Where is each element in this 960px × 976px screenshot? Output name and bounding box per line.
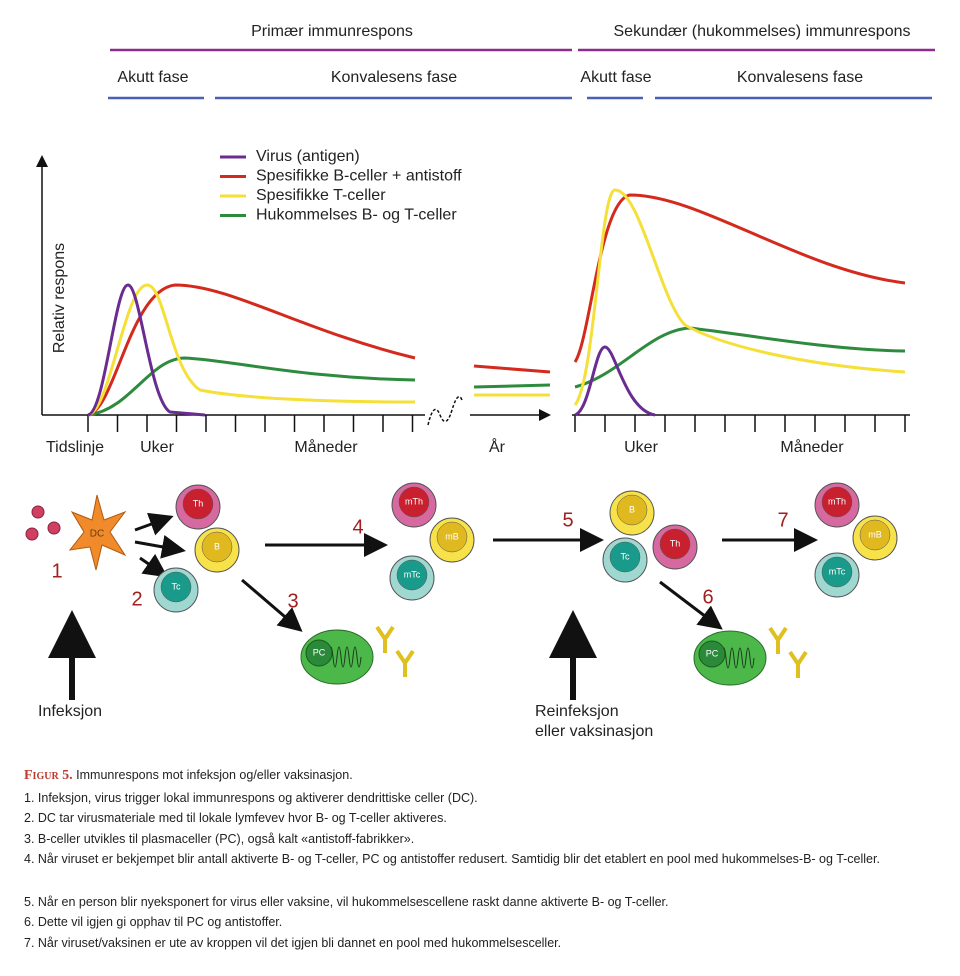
caption-item: 6. Dette vil igjen gi opphav til PC og a… <box>24 915 283 929</box>
cell-label: B <box>629 504 635 514</box>
nucleus <box>436 521 468 553</box>
cell-label: PC <box>706 648 719 658</box>
arrows <box>48 512 818 700</box>
timeline-segment: År <box>489 437 506 456</box>
phase: Akutt fase <box>580 69 651 86</box>
timeline-segment: Måneder <box>780 438 844 456</box>
antibody <box>768 626 788 654</box>
y-axis-label: Relativ respons <box>51 243 68 353</box>
antibody <box>788 650 808 678</box>
nucleus <box>609 541 641 573</box>
caption-item: 5. Når en person blir nyeksponert for vi… <box>24 895 669 909</box>
step-number: 7 <box>777 509 788 531</box>
reinfection-label: Reinfeksjon <box>535 703 619 720</box>
cell-label: Th <box>193 498 204 508</box>
nucleus <box>201 531 233 563</box>
reinfection-label: eller vaksinasjon <box>535 723 653 740</box>
legend-label: Spesifikke B-celler + antistoff <box>256 168 462 185</box>
caption-item: 1. Infeksjon, virus trigger lokal immunr… <box>24 791 478 805</box>
cell-label: Tc <box>621 551 631 561</box>
virus <box>25 505 61 541</box>
cell-label: Th <box>670 538 681 548</box>
nucleus <box>821 556 853 588</box>
cell-label: B <box>214 541 220 551</box>
infection-label: Infeksjon <box>38 703 102 720</box>
primary-title: Primær immunrespons <box>251 23 413 40</box>
phase: Akutt fase <box>117 69 188 86</box>
legend-label: Hukommelses B- og T-celler <box>256 207 457 224</box>
cell-label: mTc <box>829 566 846 576</box>
step-number: 5 <box>562 509 573 531</box>
nucleus <box>859 519 891 551</box>
dendritic-cell <box>68 494 127 571</box>
step-number: 1 <box>51 560 62 582</box>
step-number: 2 <box>131 588 142 610</box>
antibody <box>395 649 415 677</box>
cell-label: mTc <box>404 569 421 579</box>
phase: Konvalesens fase <box>331 69 457 86</box>
step-number: 3 <box>287 590 298 612</box>
cell-label: mB <box>868 529 882 539</box>
caption-item: 7. Når viruset/vaksinen er ute av kroppe… <box>24 936 562 950</box>
antibody <box>375 625 395 653</box>
nucleus <box>821 486 853 518</box>
nucleus <box>398 486 430 518</box>
secondary-title: Sekundær (hukommelses) immunrespons <box>614 23 911 40</box>
nucleus <box>182 488 214 520</box>
cell-label: DC <box>90 529 104 540</box>
cell-label: mB <box>445 531 459 541</box>
cell-label: PC <box>313 647 326 657</box>
caption-text: Immunrespons mot infeksjon og/eller vaks… <box>76 768 353 782</box>
phase: Konvalesens fase <box>737 69 863 86</box>
cell-label: mTh <box>828 496 846 506</box>
timeline-segment: Uker <box>140 439 174 456</box>
figure-number: Figur 5. <box>24 768 73 783</box>
axes <box>36 155 910 432</box>
caption-item: 4. Når viruset er bekjempet blir antall … <box>24 852 880 866</box>
legend-label: Spesifikke T-celler <box>256 187 386 204</box>
steps: 1 2 3 4 5 6 7 <box>51 509 788 612</box>
cells: DC Th B Tc PC mTh mB mTc B Tc Th PC mTh mB mTc <box>90 482 898 686</box>
legend-label: Virus (antigen) <box>256 148 360 165</box>
caption-title: Figur 5. Immunrespons mot infeksjon og/e… <box>24 765 924 786</box>
nucleus <box>160 571 192 603</box>
timeline-segment: Uker <box>624 439 658 456</box>
curves <box>87 188 906 417</box>
nucleus <box>698 640 726 668</box>
er <box>328 646 362 668</box>
step-number: 4 <box>352 516 363 538</box>
caption-item: 2. DC tar virusmateriale med til lokale … <box>24 811 447 825</box>
figure: Primær immunrespons Sekundær (hukommelse… <box>25 23 935 740</box>
nucleus <box>305 639 333 667</box>
er <box>721 647 755 669</box>
timeline-label: Tidslinje <box>46 439 104 456</box>
nucleus <box>616 494 648 526</box>
caption-item: 3. B-celler utvikles til plasmaceller (P… <box>24 832 415 846</box>
legend: Virus (antigen) Spesifikke B-celler + ant… <box>220 148 462 224</box>
nucleus <box>659 528 691 560</box>
step-number: 6 <box>702 586 713 608</box>
nucleus <box>396 559 428 591</box>
timeline-segment: Måneder <box>294 438 358 456</box>
cell-label: Tc <box>172 581 182 591</box>
cell-label: mTh <box>405 496 423 506</box>
